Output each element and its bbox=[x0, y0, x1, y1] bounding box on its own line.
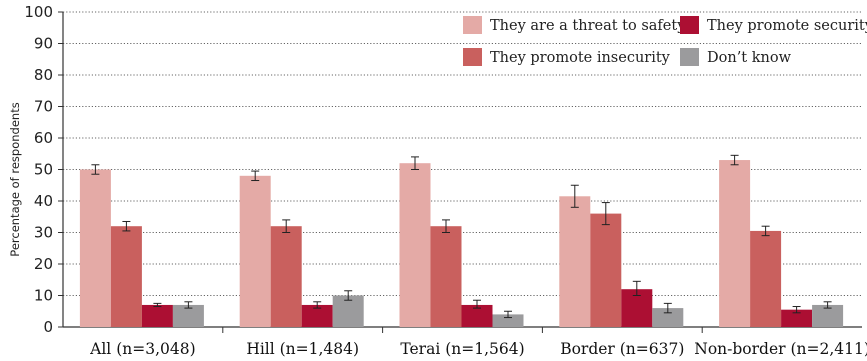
error-bar bbox=[251, 170, 260, 182]
bar bbox=[492, 314, 524, 327]
bar bbox=[461, 304, 493, 327]
bar bbox=[812, 304, 844, 327]
y-tick-label: 90 bbox=[34, 35, 53, 53]
error-bar bbox=[91, 164, 100, 175]
legend-label: They are a threat to safety bbox=[490, 18, 686, 34]
bar bbox=[141, 304, 173, 327]
x-category-label: Border (n=637) bbox=[560, 340, 684, 358]
y-tick-label: 20 bbox=[34, 255, 53, 273]
y-tick-label: 40 bbox=[34, 192, 53, 210]
error-bar bbox=[153, 302, 162, 308]
bar bbox=[399, 163, 431, 327]
bar bbox=[750, 230, 782, 327]
x-category-label: Hill (n=1,484) bbox=[246, 340, 359, 358]
y-tick-label: 80 bbox=[34, 66, 53, 84]
error-bar bbox=[282, 219, 291, 233]
error-bar bbox=[184, 301, 193, 309]
error-bar bbox=[442, 219, 450, 233]
bar bbox=[781, 309, 813, 327]
legend-item: They are a threat to safety bbox=[463, 16, 686, 34]
y-tick-label: 30 bbox=[34, 224, 53, 242]
legend-label: Don’t know bbox=[707, 50, 792, 66]
y-tick-label: 70 bbox=[34, 98, 53, 116]
y-tick-label: 100 bbox=[24, 3, 53, 21]
bar bbox=[270, 226, 302, 327]
y-axis-title: Percentage of respondents bbox=[8, 102, 22, 256]
legend-swatch bbox=[463, 48, 482, 66]
bar bbox=[332, 295, 364, 327]
bar bbox=[559, 196, 591, 327]
legend-item: Don’t know bbox=[680, 48, 792, 66]
x-category-label: All (n=3,048) bbox=[89, 340, 195, 358]
legend-swatch bbox=[680, 16, 699, 34]
y-tick-label: 50 bbox=[34, 161, 53, 179]
error-bar bbox=[313, 301, 322, 309]
error-bar bbox=[761, 225, 770, 237]
bar bbox=[719, 160, 751, 327]
bar bbox=[239, 175, 271, 327]
legend-swatch bbox=[680, 48, 699, 66]
error-bar bbox=[344, 290, 353, 301]
bar bbox=[301, 304, 333, 327]
bar bbox=[430, 226, 462, 327]
bar bbox=[172, 304, 204, 327]
legend-item: They promote security bbox=[680, 16, 867, 34]
error-bar bbox=[504, 310, 512, 319]
bar bbox=[79, 169, 111, 327]
error-bar bbox=[601, 202, 610, 226]
y-tick-label: 0 bbox=[43, 318, 53, 336]
error-bar bbox=[473, 299, 481, 309]
x-category-label: Non-border (n=2,411) bbox=[694, 340, 867, 358]
error-bar bbox=[823, 301, 832, 309]
error-bar bbox=[122, 220, 131, 232]
y-tick-label: 10 bbox=[34, 287, 53, 305]
x-category-label: Terai (n=1,564) bbox=[400, 340, 524, 358]
bar bbox=[590, 213, 622, 327]
legend-item: They promote insecurity bbox=[463, 48, 671, 66]
error-bar bbox=[792, 306, 801, 314]
legend-swatch bbox=[463, 16, 482, 34]
bar bbox=[652, 308, 684, 327]
error-bar bbox=[730, 154, 739, 166]
bar bbox=[110, 226, 142, 327]
error-bar bbox=[663, 302, 672, 314]
y-tick-label: 60 bbox=[34, 129, 53, 147]
error-bar bbox=[570, 184, 579, 208]
legend-label: They promote insecurity bbox=[490, 50, 671, 66]
legend-label: They promote security bbox=[707, 18, 867, 34]
error-bar bbox=[411, 156, 419, 170]
error-bar bbox=[632, 280, 641, 296]
